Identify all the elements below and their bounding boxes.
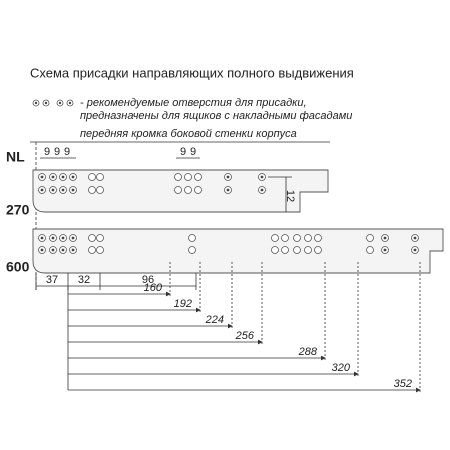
- hole: [184, 186, 192, 194]
- dim-label: 192: [174, 298, 192, 310]
- hole: [304, 234, 312, 242]
- hole-mark: [260, 188, 264, 192]
- dim-label: 288: [298, 346, 318, 358]
- hole: [88, 186, 96, 194]
- dim-label: 256: [235, 330, 255, 342]
- legend-line: - рекомендуемые отверстия для присадки,: [80, 97, 307, 109]
- hole: [96, 234, 104, 242]
- hole: [366, 246, 374, 254]
- rail-long: [32, 228, 444, 274]
- rail-label: 600: [6, 259, 30, 275]
- hole-mark: [40, 175, 44, 179]
- hole-mark: [71, 175, 75, 179]
- hole-mark: [40, 248, 44, 252]
- hole: [314, 246, 322, 254]
- holes: [38, 173, 419, 254]
- dim-label: 320: [332, 362, 351, 374]
- hole: [194, 186, 202, 194]
- pitch-label: 9: [180, 146, 186, 158]
- hole: [96, 173, 104, 181]
- pitch-label: 9: [44, 146, 50, 158]
- hole-mark: [413, 248, 417, 252]
- hole-mark: [226, 188, 230, 192]
- hole-mark: [413, 236, 417, 240]
- dim-label: 160: [144, 282, 163, 294]
- hole-mark: [61, 248, 65, 252]
- pitch-label: 9: [54, 146, 60, 158]
- hole: [293, 234, 301, 242]
- hole: [304, 246, 312, 254]
- hole-mark: [51, 188, 55, 192]
- nl-label: NL: [6, 149, 25, 165]
- rail-label: 270: [6, 202, 30, 218]
- dim-label: 224: [205, 314, 224, 326]
- hole-mark: [71, 188, 75, 192]
- hole-mark: [61, 236, 65, 240]
- hole-mark: [71, 248, 75, 252]
- hole: [271, 234, 279, 242]
- hole: [194, 173, 202, 181]
- hole: [88, 234, 96, 242]
- edge-label: передняя кромка боковой стенки корпуса: [80, 128, 297, 140]
- hole-mark: [260, 175, 264, 179]
- hole: [96, 186, 104, 194]
- chain-label: 37: [46, 274, 58, 286]
- hole-mark: [71, 236, 75, 240]
- hole: [271, 246, 279, 254]
- hole: [174, 186, 182, 194]
- hole-mark: [61, 188, 65, 192]
- hole-mark: [383, 236, 387, 240]
- hole-mark: [61, 175, 65, 179]
- chain-label: 96: [142, 274, 154, 286]
- dim-label: 352: [394, 378, 412, 390]
- hole: [188, 246, 196, 254]
- hole-mark: [226, 175, 230, 179]
- hole: [188, 234, 196, 242]
- hole-mark: [40, 236, 44, 240]
- hole: [293, 246, 301, 254]
- hole-mark: [383, 248, 387, 252]
- legend-line: предназначены для ящиков с накладными фа…: [80, 110, 352, 122]
- title: Схема присадки направляющих полного выдв…: [30, 65, 354, 80]
- hole: [314, 234, 322, 242]
- hole: [281, 234, 289, 242]
- hole: [88, 173, 96, 181]
- pitch-label: 9: [190, 146, 196, 158]
- hole: [281, 246, 289, 254]
- hole-mark: [51, 248, 55, 252]
- hole-mark: [51, 236, 55, 240]
- hole: [88, 246, 96, 254]
- legend-dots: [32, 99, 74, 107]
- chain-label: 32: [78, 274, 90, 286]
- hole-mark: [51, 175, 55, 179]
- pitch-label: 9: [64, 146, 70, 158]
- hole: [366, 234, 374, 242]
- hole-mark: [40, 188, 44, 192]
- hole: [174, 173, 182, 181]
- hole: [184, 173, 192, 181]
- hole: [96, 246, 104, 254]
- offset-label: 12: [284, 190, 296, 202]
